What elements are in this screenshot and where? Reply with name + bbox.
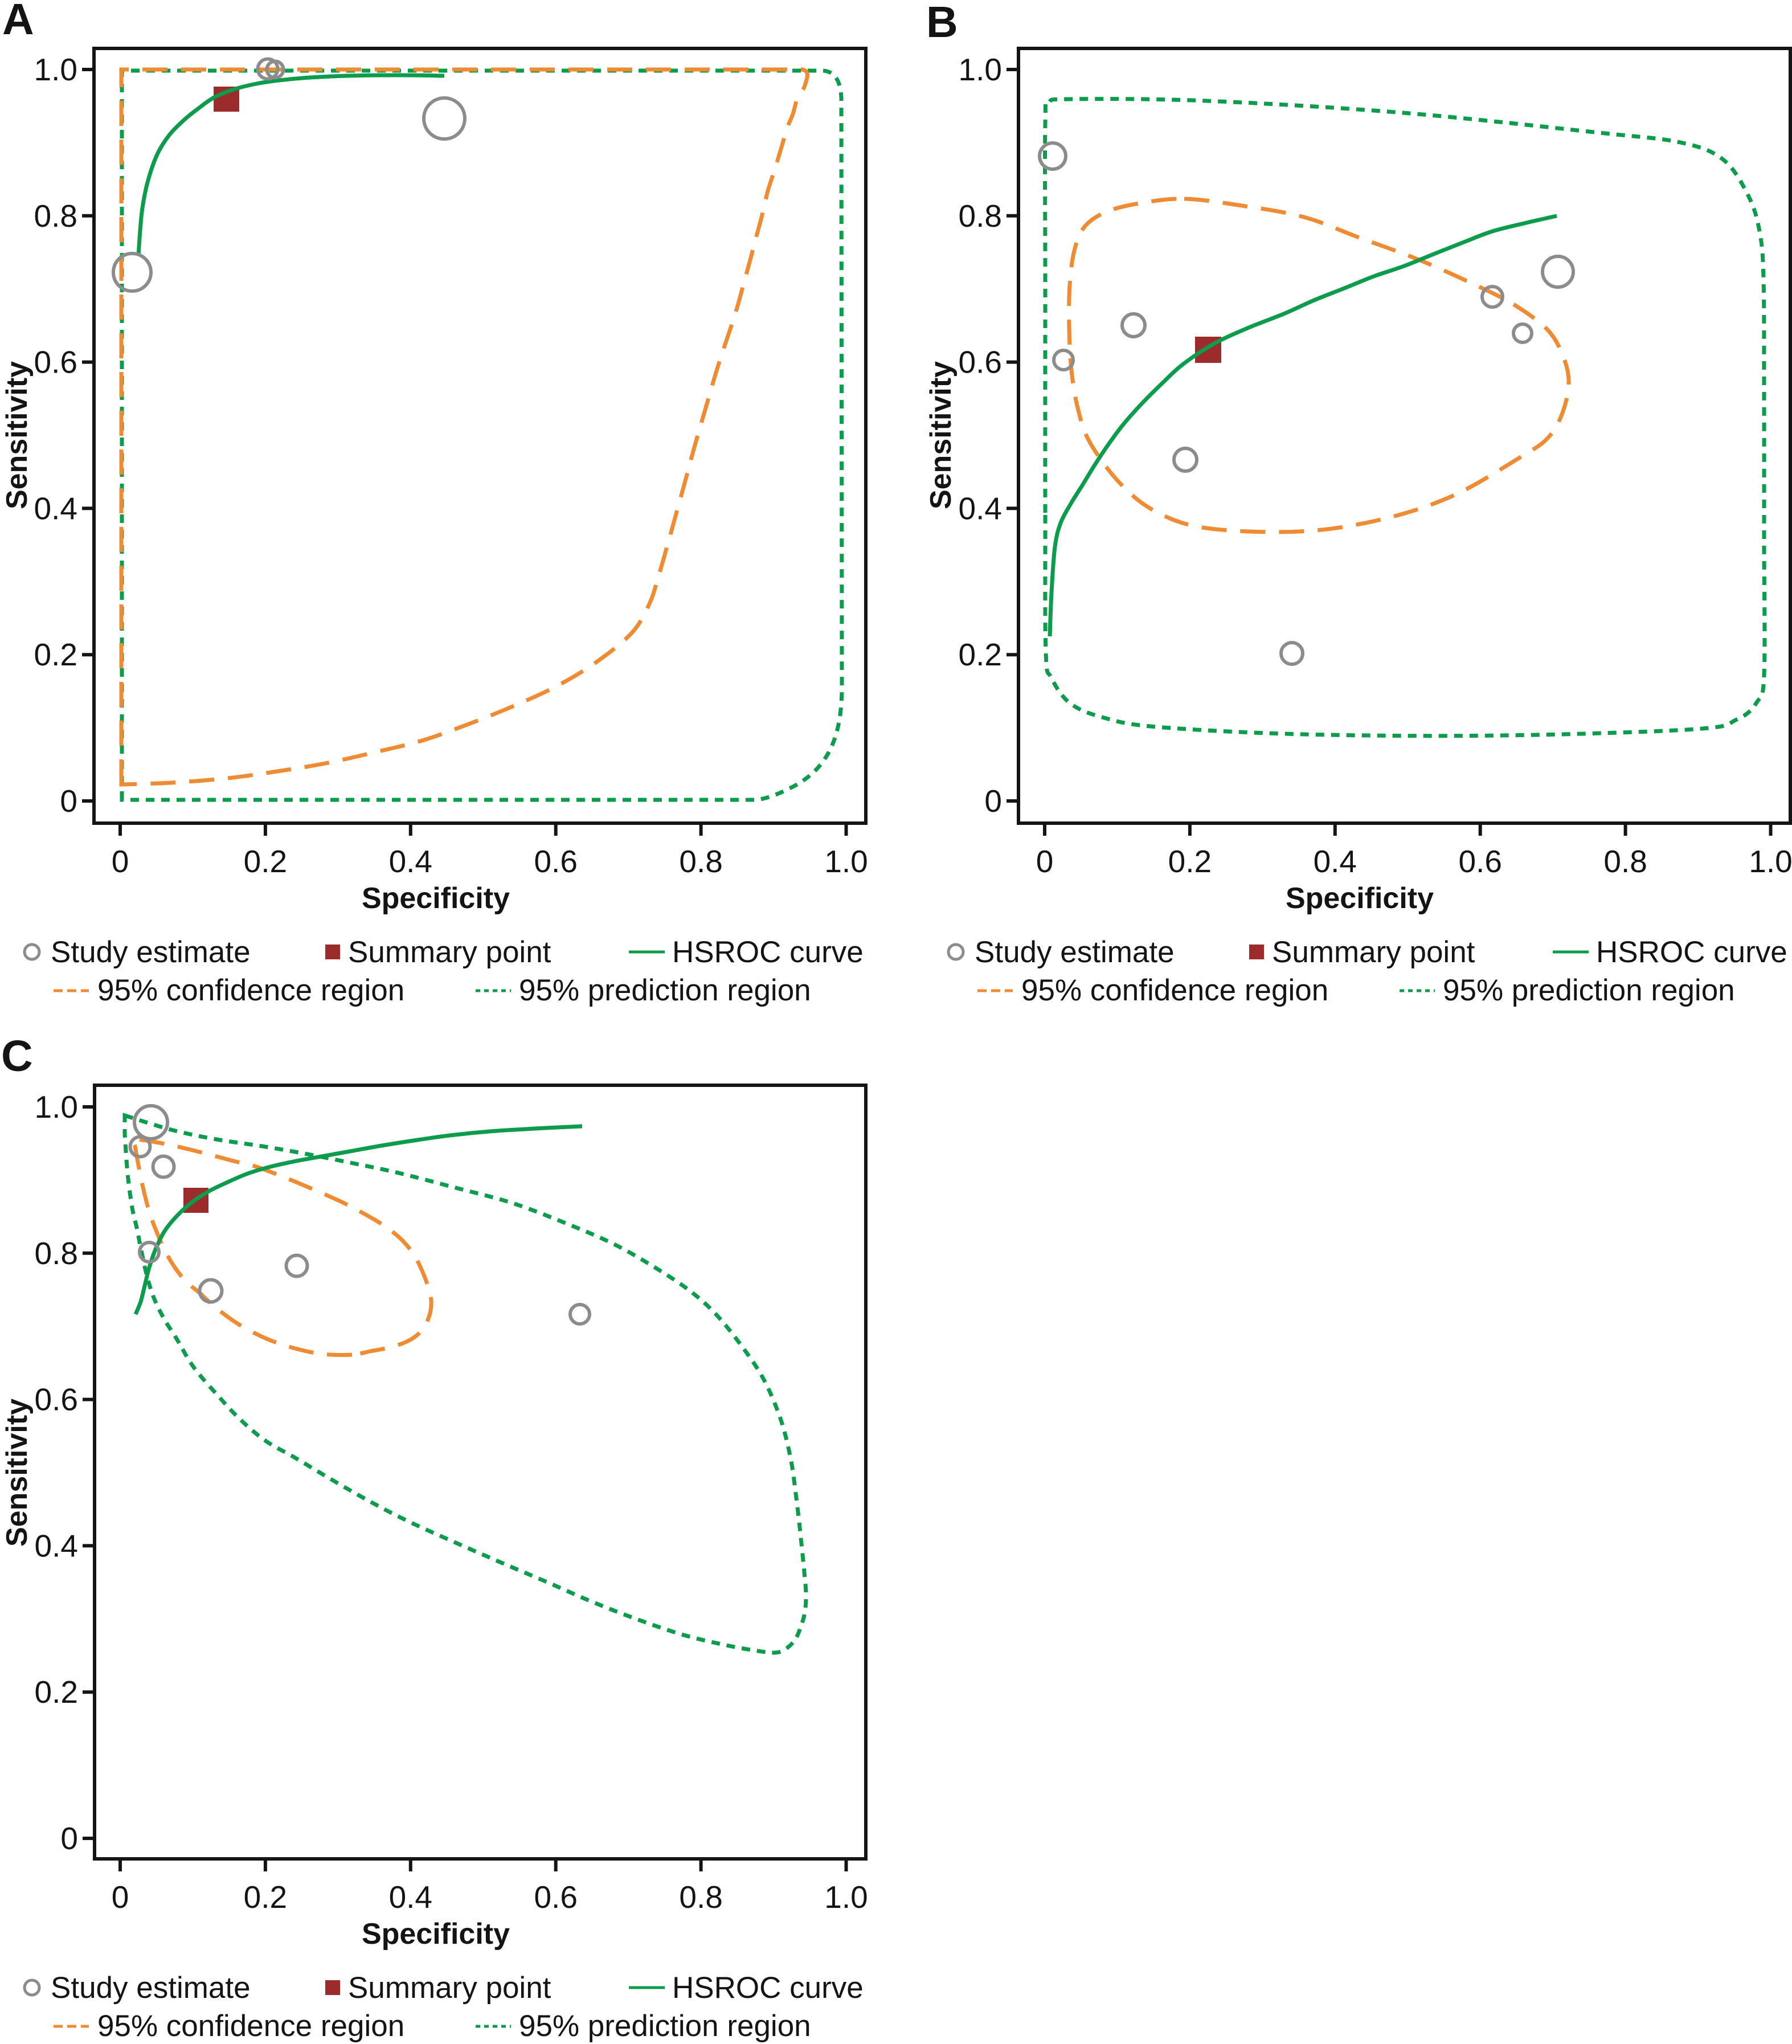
svg-text:Summary point: Summary point <box>1272 935 1475 969</box>
svg-text:95% confidence region: 95% confidence region <box>97 974 404 1007</box>
svg-text:0.2: 0.2 <box>244 1879 287 1915</box>
svg-text:Study estimate: Study estimate <box>975 935 1175 969</box>
svg-text:0.2: 0.2 <box>1168 844 1212 879</box>
svg-text:95% confidence region: 95% confidence region <box>1021 974 1328 1007</box>
svg-text:C: C <box>1 1032 33 1081</box>
svg-text:0.4: 0.4 <box>959 490 1002 526</box>
svg-text:0.6: 0.6 <box>959 345 1002 380</box>
svg-text:1.0: 1.0 <box>34 52 77 87</box>
svg-text:0.6: 0.6 <box>534 1879 577 1915</box>
svg-text:0.8: 0.8 <box>35 1236 78 1271</box>
svg-text:0: 0 <box>984 783 1002 819</box>
svg-text:0.2: 0.2 <box>34 637 77 672</box>
svg-text:0: 0 <box>112 1879 129 1915</box>
svg-text:0.4: 0.4 <box>35 1528 78 1563</box>
svg-text:0.6: 0.6 <box>1458 844 1501 879</box>
svg-text:HSROC curve: HSROC curve <box>672 1971 864 2005</box>
svg-text:B: B <box>926 0 958 47</box>
svg-text:HSROC curve: HSROC curve <box>672 935 864 969</box>
svg-text:1.0: 1.0 <box>824 1879 868 1915</box>
svg-text:1.0: 1.0 <box>824 844 868 879</box>
svg-text:0: 0 <box>1036 844 1054 879</box>
svg-text:0.4: 0.4 <box>389 844 432 879</box>
svg-text:0.8: 0.8 <box>679 1879 722 1915</box>
svg-text:0.4: 0.4 <box>1314 844 1357 879</box>
svg-text:0.8: 0.8 <box>34 198 77 234</box>
svg-text:Summary point: Summary point <box>348 1971 551 2005</box>
svg-text:Study estimate: Study estimate <box>51 1971 251 2005</box>
svg-text:1.0: 1.0 <box>959 52 1002 87</box>
svg-text:Sensitivity: Sensitivity <box>924 361 958 509</box>
svg-text:0: 0 <box>60 1821 78 1856</box>
svg-text:Sensitivity: Sensitivity <box>1 361 34 509</box>
svg-text:Specificity: Specificity <box>1286 882 1434 915</box>
svg-text:95% confidence region: 95% confidence region <box>97 2009 404 2043</box>
svg-text:0.8: 0.8 <box>1603 844 1647 879</box>
svg-text:Specificity: Specificity <box>362 1918 510 1951</box>
svg-text:95% prediction region: 95% prediction region <box>519 974 811 1007</box>
svg-text:0.8: 0.8 <box>959 198 1002 234</box>
svg-text:Study estimate: Study estimate <box>51 935 251 969</box>
svg-text:0.4: 0.4 <box>34 490 77 526</box>
svg-text:0.2: 0.2 <box>244 844 287 879</box>
svg-text:Summary point: Summary point <box>348 935 551 969</box>
svg-text:0: 0 <box>112 844 129 879</box>
svg-text:0.2: 0.2 <box>35 1674 78 1710</box>
svg-text:Specificity: Specificity <box>362 882 510 915</box>
svg-text:0.6: 0.6 <box>34 345 77 380</box>
svg-text:HSROC curve: HSROC curve <box>1596 935 1787 969</box>
svg-text:0.2: 0.2 <box>959 637 1002 672</box>
svg-text:0.8: 0.8 <box>679 844 722 879</box>
svg-text:A: A <box>2 0 34 44</box>
svg-text:0.6: 0.6 <box>534 844 577 879</box>
svg-text:0.4: 0.4 <box>389 1879 432 1915</box>
svg-text:1.0: 1.0 <box>1749 844 1792 879</box>
svg-text:95% prediction region: 95% prediction region <box>1443 974 1735 1007</box>
svg-text:0: 0 <box>60 783 77 819</box>
svg-text:95% prediction region: 95% prediction region <box>519 2009 811 2043</box>
svg-text:0.6: 0.6 <box>35 1382 78 1417</box>
svg-text:1.0: 1.0 <box>35 1089 78 1125</box>
svg-text:Sensitivity: Sensitivity <box>1 1399 34 1547</box>
